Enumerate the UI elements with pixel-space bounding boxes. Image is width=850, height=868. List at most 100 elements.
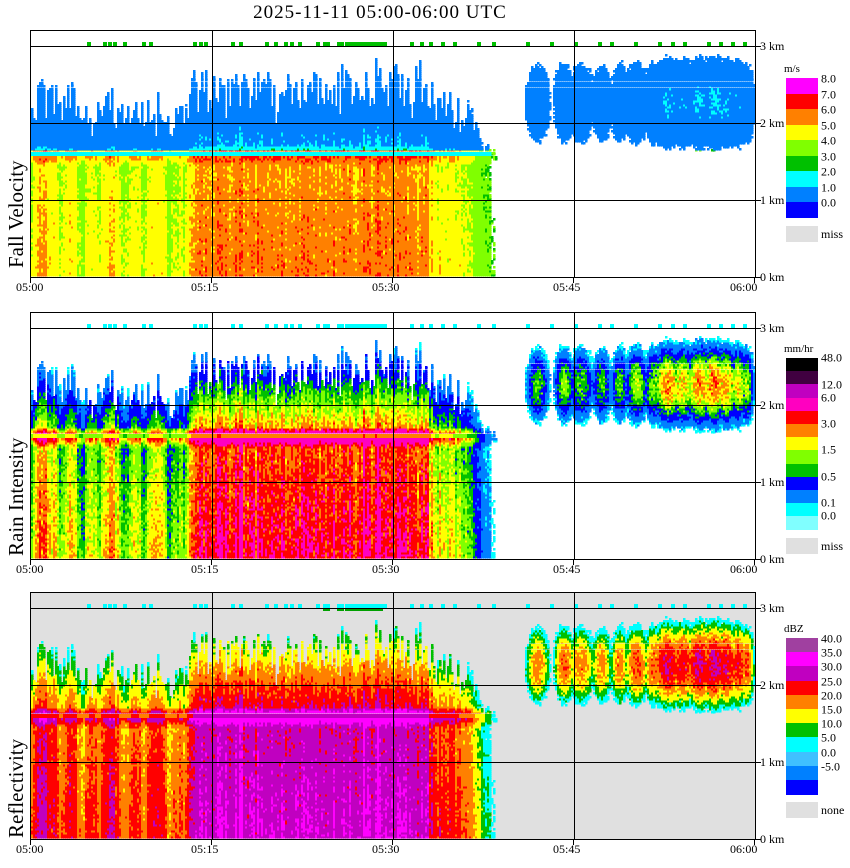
colorbar-tick-label: 15.0 — [821, 702, 842, 717]
gridline-time-30 — [393, 593, 394, 839]
time-tick-mark — [211, 840, 212, 845]
colorbar-swatch — [786, 666, 818, 682]
colorbar-tick-label: 0.0 — [821, 508, 836, 523]
colorbar-swatch — [786, 155, 818, 172]
height-tick-label: 0 km — [760, 552, 785, 566]
time-tick-label: 05:00 — [16, 842, 44, 856]
time-tick-label: 05:15 — [191, 562, 219, 576]
colorbar-tick-label: 0.0 — [821, 195, 836, 210]
colorbar-swatch — [786, 384, 818, 399]
colorbar-swatch — [786, 709, 818, 724]
colorbar-swatch — [786, 680, 818, 696]
gridline-time-15 — [212, 593, 213, 839]
time-tick-mark — [211, 278, 212, 283]
colorbar-tick-label: 40.0 — [821, 631, 842, 646]
colorbar-tick-label: 0.0 — [821, 745, 836, 760]
colorbar-swatch — [786, 694, 818, 710]
colorbar-swatch — [786, 397, 818, 412]
height-tick-label: 1 km — [760, 475, 785, 489]
time-tick-label: 06:00 — [730, 842, 758, 856]
colorbar-tick-label: 48.0 — [821, 350, 842, 365]
colorbar-unit-fall-velocity: m/s — [784, 63, 800, 75]
panel-label-reflectivity: Reflectivity — [4, 738, 28, 838]
gridline-time-30 — [393, 31, 394, 277]
height-tick-label: 2 km — [760, 398, 785, 412]
colorbar-swatch — [786, 737, 818, 753]
panel-label-fall-velocity: Fall Velocity — [4, 160, 28, 268]
height-tick-mark — [756, 277, 761, 278]
time-tick-mark — [30, 278, 31, 283]
colorbar-swatch — [786, 463, 818, 478]
colorbar-swatch — [786, 410, 818, 425]
time-tick-mark — [30, 840, 31, 845]
colorbar-swatch — [786, 202, 818, 219]
height-tick-label: 3 km — [760, 601, 785, 615]
time-tick-label: 05:30 — [372, 280, 400, 294]
height-tick-label: 2 km — [760, 116, 785, 130]
time-tick-label: 05:30 — [372, 562, 400, 576]
height-tick-label: 1 km — [760, 755, 785, 769]
colorbar-missing-swatch — [786, 225, 818, 242]
colorbar-reflectivity: dBZ 40.0 35.0 30.0 25.0 20.0 15.0 10.0 5.0 0.0 -5.… — [784, 623, 844, 819]
height-tick-label: 3 km — [760, 321, 785, 335]
time-tick-label: 05:45 — [553, 280, 581, 294]
colorbar-tick-label: 5.0 — [821, 118, 836, 132]
height-tick-mark — [756, 608, 761, 609]
colorbar-swatch — [786, 78, 818, 95]
colorbar-swatch — [786, 780, 818, 795]
colorbar-swatch — [786, 93, 818, 110]
height-tick-label: 2 km — [760, 678, 785, 692]
colorbar-swatch — [786, 516, 818, 531]
colorbar-unit-reflectivity: dBZ — [784, 623, 804, 635]
time-tick-mark — [573, 840, 574, 845]
colorbar-missing-label: miss — [821, 226, 844, 241]
colorbar-tick-label: -5.0 — [821, 759, 840, 774]
colorbar-tick-label: 3.0 — [821, 149, 836, 163]
height-tick-mark — [756, 200, 761, 201]
time-tick-label: 06:00 — [730, 280, 758, 294]
height-tick-mark — [756, 762, 761, 763]
time-tick-label: 05:45 — [553, 842, 581, 856]
height-tick-mark — [756, 123, 761, 124]
colorbar-swatch — [786, 652, 818, 667]
colorbar-swatch — [786, 371, 818, 385]
height-tick-mark — [756, 685, 761, 686]
time-tick-label: 05:30 — [372, 842, 400, 856]
time-tick-mark — [754, 278, 755, 283]
colorbar-swatch — [786, 450, 818, 465]
time-tick-mark — [30, 560, 31, 565]
colorbar-tick-label: 30.0 — [821, 659, 842, 674]
colorbar-tick-label: 10.0 — [821, 716, 842, 731]
colorbar-missing-label: miss — [821, 538, 844, 553]
time-tick-mark — [573, 278, 574, 283]
colorbar-tick-label: 2.0 — [821, 164, 836, 179]
colorbar-swatch — [786, 751, 818, 767]
time-tick-label: 05:00 — [16, 562, 44, 576]
colorbar-tick-label: 8.0 — [821, 71, 836, 86]
colorbar-tick-label: 4.0 — [821, 133, 836, 148]
height-tick-mark — [756, 405, 761, 406]
colorbar-tick-label: 1.0 — [821, 180, 836, 194]
gridline-time-45 — [574, 31, 575, 277]
time-tick-label: 05:00 — [16, 280, 44, 294]
height-tick-label: 0 km — [760, 270, 785, 284]
height-tick-label: 1 km — [760, 193, 785, 207]
colorbar-tick-label: 6.0 — [821, 390, 836, 405]
colorbar-fall-velocity: m/s 8.0 7.0 6.0 5.0 4.0 3.0 2.0 1.0 0.0 miss — [784, 63, 843, 242]
time-tick-label: 05:45 — [553, 562, 581, 576]
height-tick-mark — [756, 559, 761, 560]
time-tick-mark — [754, 840, 755, 845]
gridline-time-45 — [574, 313, 575, 559]
colorbar-swatch — [786, 124, 818, 141]
time-tick-mark — [754, 560, 755, 565]
colorbar-tick-label: 1.5 — [821, 442, 836, 457]
colorbar-tick-label: 7.0 — [821, 87, 836, 101]
colorbar-tick-label: 6.0 — [821, 102, 836, 117]
colorbar-tick-label: 5.0 — [821, 730, 836, 745]
height-tick-label: 3 km — [760, 39, 785, 53]
colorbar-swatch — [786, 503, 818, 517]
colorbar-swatch — [786, 109, 818, 126]
time-tick-mark — [211, 560, 212, 565]
height-tick-mark — [756, 328, 761, 329]
